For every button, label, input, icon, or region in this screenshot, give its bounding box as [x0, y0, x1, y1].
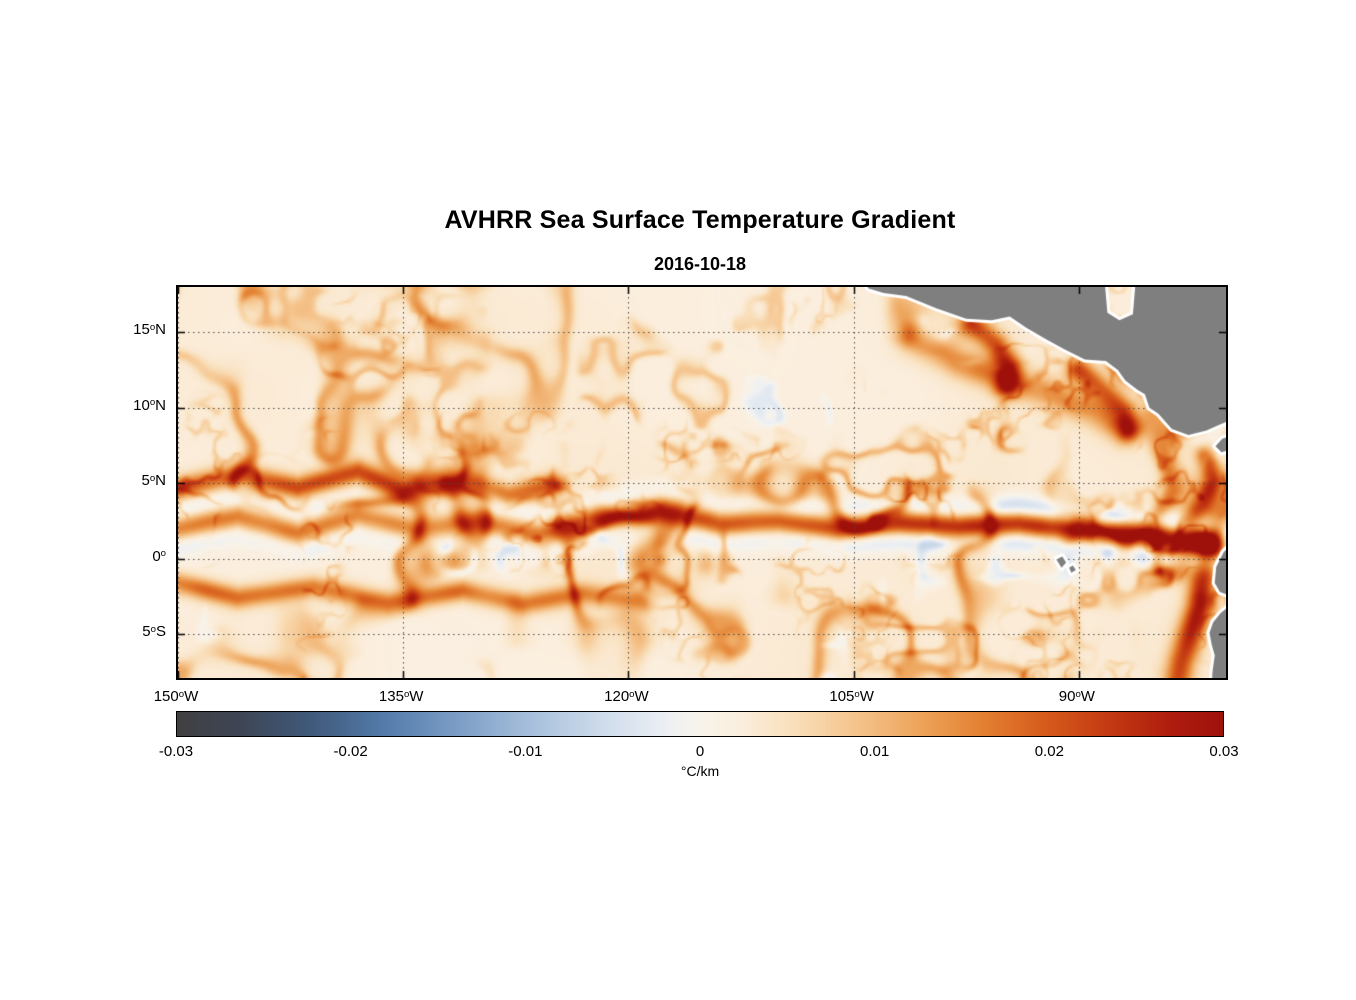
colorbar-tick-label: -0.02 [333, 743, 368, 760]
colorbar-unit-label: °C/km [680, 763, 720, 779]
chart-date-subtitle: 2016-10-18 [653, 254, 747, 274]
y-tick-label: 10oN [133, 396, 166, 414]
map-overlay-land-grid [178, 287, 1226, 678]
x-tick-label: 120oW [604, 688, 649, 705]
x-tick-label: 90oW [1058, 688, 1095, 705]
chart-title: AVHRR Sea Surface Temperature Gradient [444, 206, 956, 234]
x-tick-label: 150oW [153, 688, 199, 705]
colorbar-tick-label: -0.01 [508, 743, 543, 760]
y-tick-label: 5oN [141, 472, 166, 490]
colorbar-tick-label: 0.03 [1209, 743, 1239, 760]
y-tick-label: 15oN [133, 321, 166, 339]
colorbar-tick-label: 0.02 [1034, 743, 1064, 760]
colorbar-gradient [177, 712, 1223, 736]
y-tick-label: 5oS [142, 623, 166, 641]
x-tick-label: 135oW [378, 688, 424, 705]
colorbar-tick-label: -0.03 [158, 743, 194, 760]
y-tick-label: 0o [152, 547, 166, 565]
colorbar-tick-label: 0 [695, 743, 705, 760]
x-tick-label: 105oW [829, 688, 874, 705]
colorbar-tick-label: 0.01 [860, 743, 890, 760]
map-axes [176, 285, 1228, 680]
colorbar [176, 711, 1224, 737]
